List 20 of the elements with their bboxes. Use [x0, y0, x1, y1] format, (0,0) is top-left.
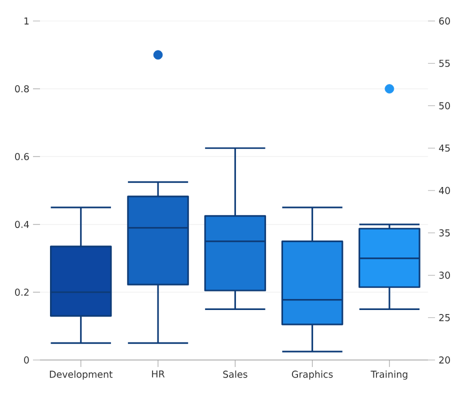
y2-tick-label: 45 — [438, 144, 450, 152]
y2-tick-label: 50 — [439, 102, 450, 110]
y-tick-label: 0.8 — [15, 85, 29, 92]
y2-tick-label: 20 — [439, 356, 450, 364]
x-tick-label: Graphics — [292, 370, 333, 380]
y-tick-label: 0.2 — [15, 288, 29, 296]
y-tick-label: 0.6 — [15, 153, 29, 160]
y2-tick-label: 30 — [439, 272, 450, 279]
y2-tick-label: 25 — [439, 314, 450, 322]
y-tick-label: 1 — [24, 18, 29, 24]
x-tick-label: Training — [370, 370, 408, 380]
y-tick-label: 0 — [24, 356, 29, 364]
x-tick-label: HR — [152, 370, 165, 378]
y2-tick-label: 60 — [439, 17, 450, 25]
y2-tick-label: 35 — [439, 229, 450, 236]
x-tick-label: Sales — [223, 370, 248, 378]
y2-tick-label: 55 — [439, 60, 450, 67]
y-tick-label: 0.4 — [15, 220, 29, 228]
x-tick-label: Development — [50, 370, 113, 380]
y2-tick-label: 40 — [438, 186, 450, 194]
